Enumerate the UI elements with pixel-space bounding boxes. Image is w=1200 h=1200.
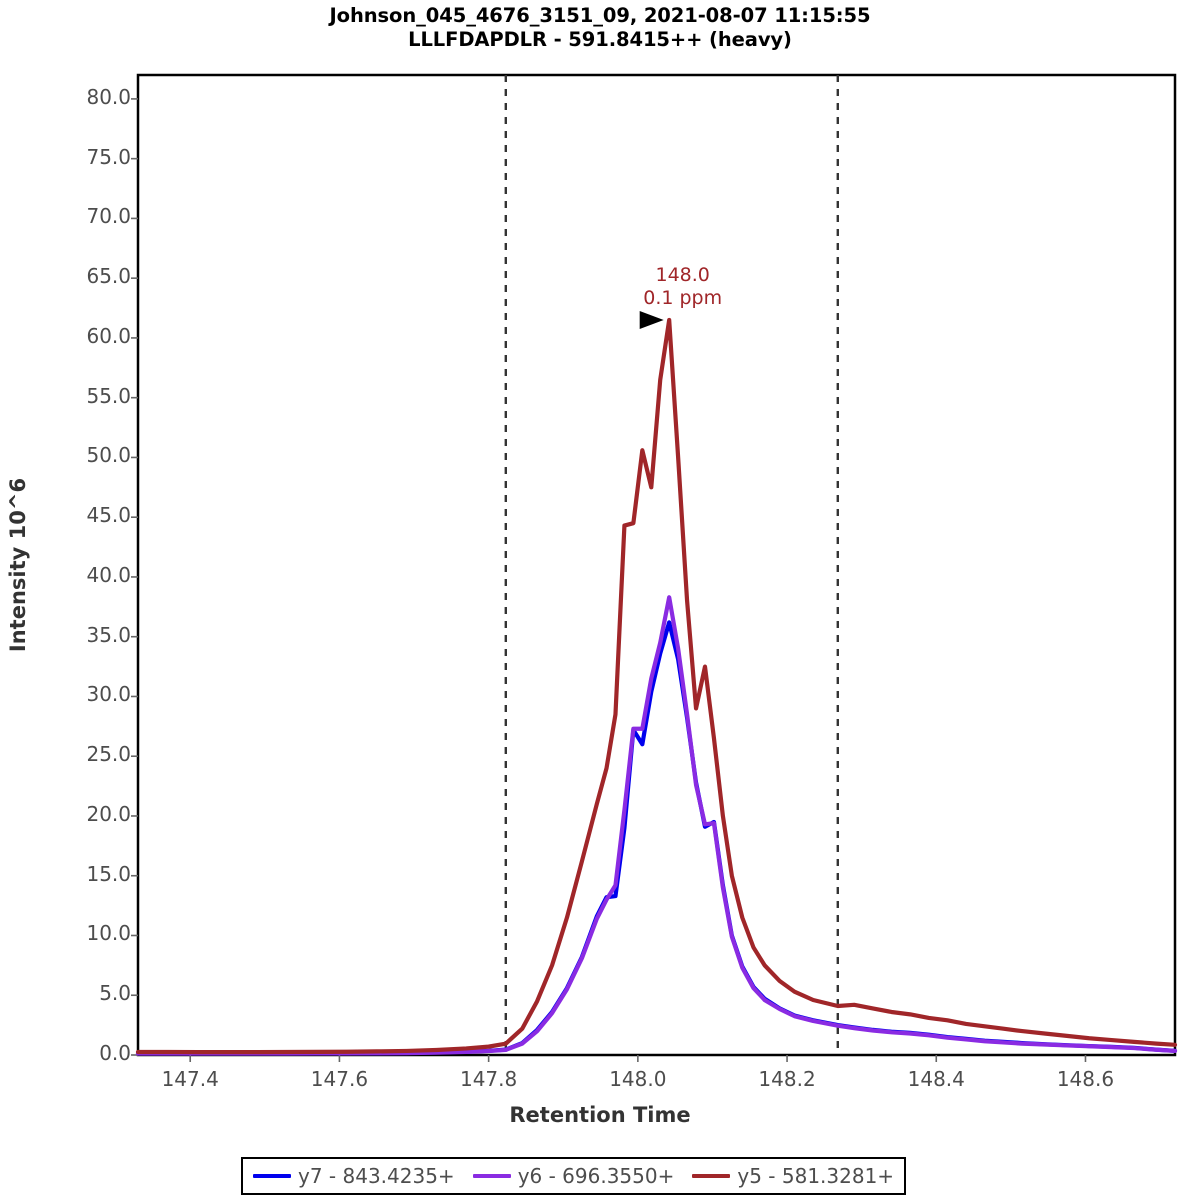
legend-item[interactable]: y5 - 581.3281+ — [692, 1164, 894, 1188]
y-tick-label: 25.0 — [86, 742, 131, 767]
y-axis-tick-labels: 0.0 5.0 10.0 15.0 20.0 25.0 30.0 35.0 40.0 45.0 50… — [0, 0, 131, 1200]
series-line-y7 — [135, 620, 1178, 1056]
axes-frame — [136, 73, 1177, 1057]
chart-title-line2: LLLFDAPDLR - 591.8415++ (heavy) — [408, 28, 792, 51]
legend-color-swatch — [472, 1174, 511, 1178]
peak-annotation-line2: 0.1 ppm — [643, 287, 723, 309]
y-tick-label: 50.0 — [86, 443, 131, 468]
y-tick-label: 20.0 — [86, 801, 131, 826]
y-tick-label: 70.0 — [86, 204, 131, 229]
y-tick-label: 80.0 — [86, 84, 131, 109]
peak-annotation-line1: 148.0 — [655, 264, 710, 286]
x-tick-label: 148.4 — [907, 1067, 965, 1091]
y-tick-label: 30.0 — [86, 682, 131, 707]
peak-annotation: 148.0 0.1 ppm — [598, 264, 768, 310]
y-tick-label: 5.0 — [99, 981, 131, 1006]
y-tick-label: 55.0 — [86, 383, 131, 408]
y-tick-label: 45.0 — [86, 503, 131, 528]
x-tick-label: 148.0 — [609, 1067, 667, 1091]
y-tick-label: 0.0 — [99, 1041, 131, 1065]
y-tick-label: 60.0 — [86, 323, 131, 348]
y-tick-label: 15.0 — [86, 861, 131, 886]
x-tick-label: 147.8 — [459, 1067, 518, 1091]
triangle-right-marker — [639, 311, 664, 329]
x-axis-title: Retention Time — [509, 1103, 691, 1127]
chart-title: Johnson_045_4676_3151_09, 2021-08-07 11:… — [0, 4, 1200, 52]
series-line-y5 — [135, 317, 1178, 1055]
y-tick-label: 40.0 — [86, 562, 131, 587]
y-tick-label: 10.0 — [86, 921, 131, 946]
y-tick-label: 65.0 — [86, 264, 131, 289]
legend-label: y5 - 581.3281+ — [737, 1164, 895, 1188]
x-tick-label: 147.6 — [310, 1067, 369, 1091]
y-tick-label: 75.0 — [86, 144, 131, 169]
x-tick-label: 148.2 — [758, 1067, 816, 1091]
legend-label: y6 - 696.3550+ — [517, 1164, 675, 1188]
legend-color-swatch — [692, 1174, 731, 1178]
series-line-y6 — [135, 595, 1178, 1056]
legend: y7 - 843.4235+ y6 - 696.3550+ y5 - 581.328… — [241, 1157, 907, 1195]
legend-label: y7 - 843.4235+ — [298, 1164, 455, 1188]
x-tick-label: 148.6 — [1056, 1067, 1115, 1091]
legend-color-swatch — [253, 1174, 291, 1178]
x-tick-label: 147.4 — [161, 1067, 219, 1091]
legend-item[interactable]: y7 - 843.4235+ — [253, 1164, 455, 1188]
y-tick-label: 35.0 — [86, 622, 131, 647]
legend-item[interactable]: y6 - 696.3550+ — [472, 1164, 675, 1188]
chart-title-line1: Johnson_045_4676_3151_09, 2021-08-07 11:… — [329, 4, 871, 27]
